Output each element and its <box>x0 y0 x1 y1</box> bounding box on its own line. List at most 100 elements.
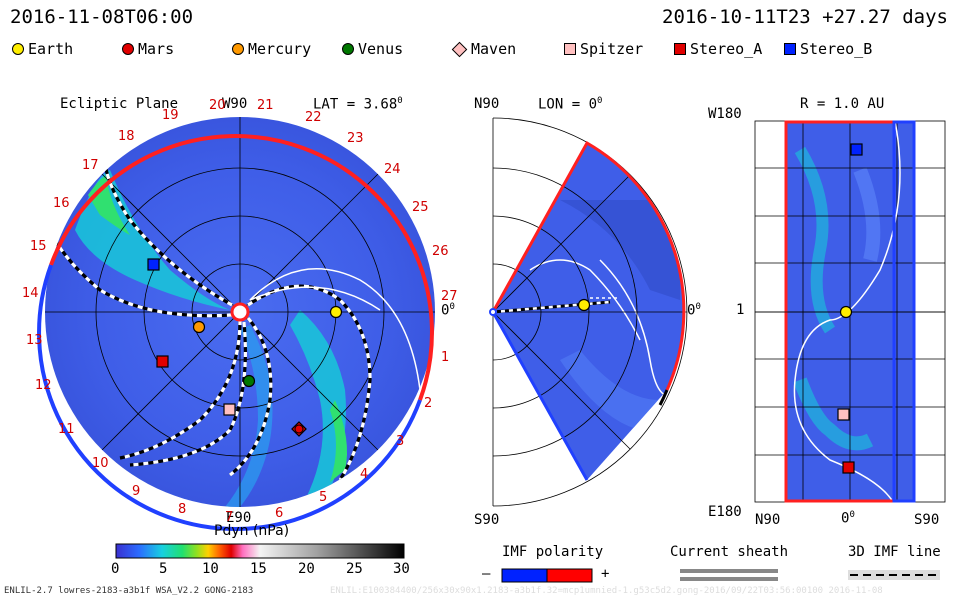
hour-label: 1 <box>441 350 450 365</box>
mercury-marker-icon <box>192 320 206 334</box>
current-sheath-key <box>680 569 778 581</box>
imf-line-title: 3D IMF line <box>848 544 941 560</box>
hour-label: 5 <box>319 490 328 505</box>
spitzer-marker-icon <box>223 403 236 416</box>
venus-marker-icon <box>242 374 256 388</box>
hour-label: 27 <box>441 289 458 304</box>
legend-label: Mars <box>138 40 175 58</box>
earth-marker-icon <box>839 305 853 319</box>
radial-mid-left-label: 1 <box>736 302 745 318</box>
legend-mars: Mars <box>122 40 174 58</box>
colorbar-title: Pdyn (nPa) <box>214 523 290 539</box>
legend-maven: Maven <box>451 40 517 58</box>
colorbar-tick: 20 <box>298 561 315 577</box>
legend-earth: Earth <box>12 40 73 58</box>
legend-label: Earth <box>28 40 74 58</box>
mercury-marker-icon <box>232 43 244 55</box>
meridional-wedge <box>493 143 684 480</box>
ecliptic-right-label: 00 <box>441 302 455 319</box>
meridional-plane-view <box>489 117 688 507</box>
colorbar-tick: 5 <box>159 561 168 577</box>
stereo-b-marker-icon <box>784 43 796 55</box>
radial-bottom-s-label: S90 <box>914 512 940 528</box>
hour-label: 9 <box>132 484 141 499</box>
model-date-title: 2016-11-08T06:00 <box>10 6 194 28</box>
ecliptic-title: Ecliptic Plane <box>60 96 179 112</box>
imf-plus-label: + <box>601 566 610 582</box>
colorbar-tick: 15 <box>250 561 267 577</box>
hour-label: 13 <box>26 333 43 348</box>
colorbar-tick: 0 <box>111 561 120 577</box>
legend-label: Stereo_A <box>690 40 763 58</box>
model-info-footer: ENLIL-2.7 lowres-2183-a3b1f WSA_V2.2 GON… <box>4 586 254 596</box>
legend-stereo-a: Stereo_A <box>674 40 762 58</box>
ecliptic-lat-label: LAT = 3.680 <box>313 96 403 113</box>
radial-bottom-left-label: E180 <box>708 504 742 520</box>
hour-label: 6 <box>275 506 284 521</box>
legend-label: Mercury <box>248 40 312 58</box>
current-sheath-lines <box>249 268 421 391</box>
stereo-a-marker-icon <box>674 43 686 55</box>
hour-label: 14 <box>22 286 39 301</box>
legend-label: Maven <box>471 40 517 58</box>
hour-label: 4 <box>360 467 369 482</box>
meridional-grid <box>492 117 688 507</box>
colorbar-tick: 30 <box>393 561 410 577</box>
legend-mercury: Mercury <box>232 40 311 58</box>
pdyn-colorbar <box>115 543 405 559</box>
hour-label: 24 <box>384 162 401 177</box>
meridional-lon-label: LON = 00 <box>538 96 603 113</box>
run-date-title: 2016-10-11T23 +27.27 days <box>662 6 948 28</box>
current-sheath-title: Current sheath <box>670 544 789 560</box>
ecliptic-plane-view <box>37 117 435 531</box>
radial-top-left-label: W180 <box>708 106 742 122</box>
spitzer-marker-icon <box>837 408 850 421</box>
legend-label: Venus <box>358 40 404 58</box>
stereo-b-marker-icon <box>850 143 863 156</box>
earth-marker-icon <box>577 298 591 312</box>
legend-label: Stereo_B <box>800 40 873 58</box>
hour-label: 8 <box>178 502 187 517</box>
meridional-bottom-label: S90 <box>474 512 500 528</box>
ecliptic-bottom-label: E90 <box>226 510 252 526</box>
sun-icon <box>489 308 497 316</box>
radial-surface-view <box>754 120 946 503</box>
legend-stereo-b: Stereo_B <box>784 40 872 58</box>
hour-label: 16 <box>53 196 70 211</box>
imf-polarity-title: IMF polarity <box>502 544 604 560</box>
stereo-b-marker-icon <box>147 258 160 271</box>
radial-bottom-n-label: N90 <box>755 512 781 528</box>
ecliptic-top-label: W90 <box>222 96 248 112</box>
hour-label: 12 <box>35 378 52 393</box>
radial-bottom-zero-label: 00 <box>841 510 855 527</box>
imf-line-key <box>848 570 940 580</box>
hour-label: 7 <box>225 510 234 525</box>
hour-label: 11 <box>58 422 75 437</box>
density-stream-right <box>290 310 346 500</box>
hour-label: 20 <box>209 98 226 113</box>
earth-marker-icon <box>12 43 24 55</box>
rim-negative-polarity <box>37 264 422 531</box>
radial-title: R = 1.0 AU <box>800 96 885 112</box>
hour-label: 2 <box>424 396 433 411</box>
hour-label: 22 <box>305 110 322 125</box>
hour-label: 15 <box>30 239 47 254</box>
hour-label: 25 <box>412 200 429 215</box>
hour-label: 23 <box>347 131 364 146</box>
meridional-top-label: N90 <box>474 96 500 112</box>
run-info-footer: ENLIL:E100384400/256x30x90x1.2183-a3b1f.… <box>330 586 883 596</box>
hour-label: 26 <box>432 244 449 259</box>
hour-label: 10 <box>92 456 109 471</box>
hour-label: 17 <box>82 158 99 173</box>
imf-polarity-key <box>501 568 593 583</box>
hour-label: 18 <box>118 129 135 144</box>
mars-marker-icon <box>294 424 304 434</box>
legend-venus: Venus <box>342 40 403 58</box>
colorbar-tick: 25 <box>346 561 363 577</box>
colorbar-gradient <box>115 543 405 559</box>
stereo-a-marker-icon <box>842 461 855 474</box>
stereo-a-marker-icon <box>156 355 169 368</box>
meridional-right-label: 00 <box>687 302 701 319</box>
mars-marker-icon <box>122 43 134 55</box>
